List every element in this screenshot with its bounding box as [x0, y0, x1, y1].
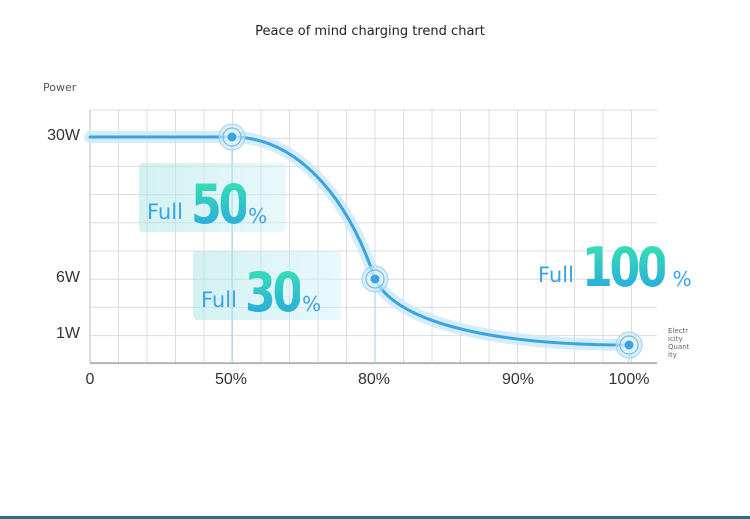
data-point [227, 132, 237, 142]
badge-unit: % [302, 292, 322, 316]
marker-ring [619, 335, 639, 355]
badge-full-label: Full [147, 200, 183, 224]
y-tick-label-30w: 30W [47, 127, 80, 144]
chart-title: Peace of mind charging trend chart [255, 24, 485, 39]
badge-full-label: Full [538, 263, 574, 287]
y-tick-label-1w: 1W [56, 325, 80, 342]
y-tick-label-6w: 6W [56, 269, 80, 286]
x-axis-label: Electricity Quantity [668, 327, 690, 359]
badge-full-100: Full 100 % [538, 233, 708, 295]
badge-unit: % [672, 267, 692, 291]
badge-full-label: Full [201, 288, 237, 312]
footer-divider [0, 516, 750, 519]
x-tick-label-90: 90% [501, 371, 535, 388]
markers-layer [218, 123, 643, 359]
marker-ring [222, 127, 242, 147]
badge-full-30: Full 30 % [193, 251, 341, 320]
badge-unit: % [248, 204, 268, 228]
x-tick-label-80: 80% [357, 371, 391, 388]
badge-value: 100 [581, 236, 668, 299]
badge-value: 50 [190, 173, 249, 236]
x-tick-label-50: 50% [214, 371, 248, 388]
badge-value: 30 [244, 261, 303, 324]
badge-full-50: Full 50 % [139, 163, 286, 232]
marker-ring [365, 269, 385, 289]
x-tick-label-100: 100% [608, 371, 650, 388]
data-point [370, 274, 380, 284]
y-axis-label: Power [43, 81, 77, 94]
data-point [624, 340, 634, 350]
x-tick-label-0: 0 [85, 371, 95, 388]
